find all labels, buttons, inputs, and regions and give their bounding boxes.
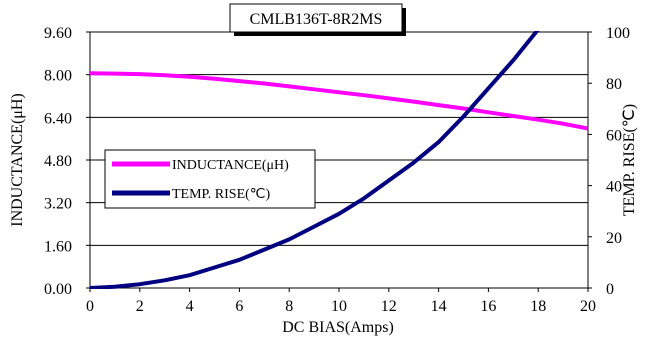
y2-tick-label: 60 bbox=[606, 127, 622, 144]
series-line-temp-rise bbox=[90, 31, 540, 289]
x-tick-label: 2 bbox=[136, 298, 144, 315]
x-axis-ticks: 0 2 4 6 8 10 12 14 16 18 20 bbox=[86, 288, 596, 315]
y-tick-label: 9.60 bbox=[44, 25, 72, 42]
x-tick-label: 10 bbox=[331, 298, 347, 315]
series-line-inductance bbox=[90, 71, 588, 131]
x-tick-label: 16 bbox=[480, 298, 496, 315]
y-tick-label: 1.60 bbox=[44, 238, 72, 255]
x-tick-label: 8 bbox=[285, 298, 293, 315]
y2-tick-label: 0 bbox=[606, 281, 614, 298]
y2-axis-label: TEMP. RISE(℃) bbox=[621, 104, 638, 216]
y2-tick-label: 20 bbox=[606, 230, 622, 247]
y-tick-label: 0.00 bbox=[44, 281, 72, 298]
chart-title: CMLB136T-8R2MS bbox=[229, 3, 406, 36]
y-tick-label: 6.40 bbox=[44, 110, 72, 127]
legend: INDUCTANCE(μH) TEMP. RISE(℃) bbox=[104, 149, 316, 209]
y2-tick-label: 80 bbox=[606, 76, 622, 93]
y-tick-label: 3.20 bbox=[44, 196, 72, 213]
series-lines bbox=[90, 31, 588, 289]
x-tick-label: 14 bbox=[431, 298, 447, 315]
x-tick-label: 20 bbox=[580, 298, 596, 315]
x-tick-label: 4 bbox=[186, 298, 194, 315]
y2-tick-label: 100 bbox=[606, 25, 630, 42]
x-tick-label: 12 bbox=[381, 298, 397, 315]
x-tick-label: 18 bbox=[530, 298, 546, 315]
legend-label-temp-rise: TEMP. RISE(℃) bbox=[172, 187, 271, 202]
chart-title-text: CMLB136T-8R2MS bbox=[250, 11, 383, 28]
legend-label-inductance: INDUCTANCE(μH) bbox=[172, 158, 289, 173]
x-tick-label: 6 bbox=[235, 298, 243, 315]
y-tick-label: 8.00 bbox=[44, 68, 72, 85]
y-axis-ticks: 0.00 1.60 3.20 4.80 6.40 8.00 9.60 bbox=[44, 25, 90, 298]
y2-tick-label: 40 bbox=[606, 179, 622, 196]
x-tick-label: 0 bbox=[86, 298, 94, 315]
y-tick-label: 4.80 bbox=[44, 153, 72, 170]
y-axis-label: INDUCTANCE(μH) bbox=[9, 93, 26, 227]
y2-axis-ticks: 0 20 40 60 80 100 bbox=[588, 25, 630, 298]
x-axis-label: DC BIAS(Amps) bbox=[282, 319, 394, 336]
